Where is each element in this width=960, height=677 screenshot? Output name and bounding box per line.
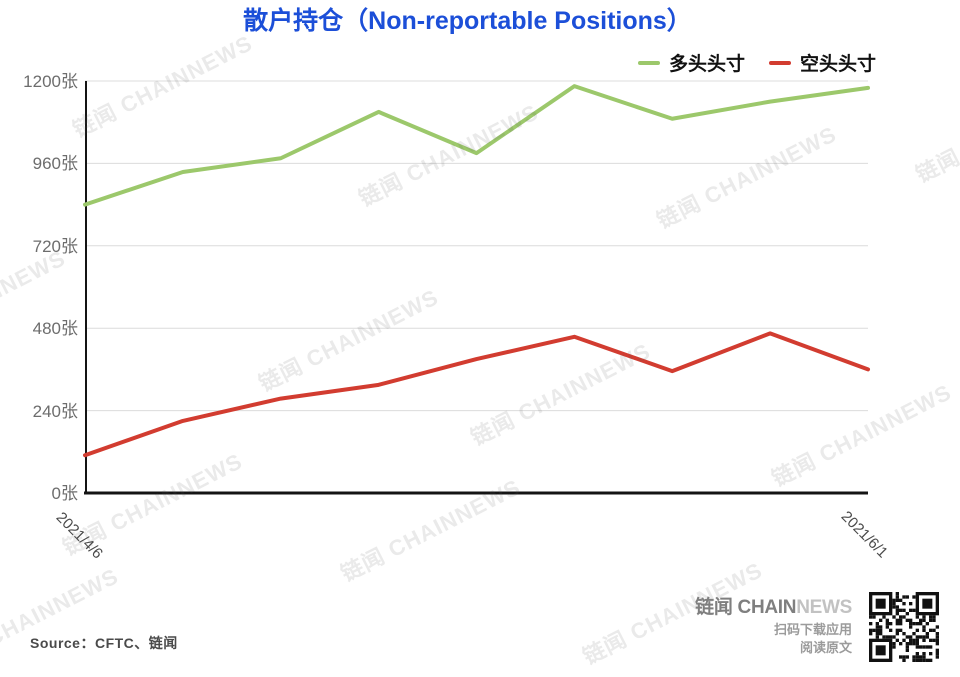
qr-code: [869, 592, 939, 662]
legend-dash-icon: [637, 60, 660, 65]
y-tick-label: 720张: [32, 236, 78, 256]
series-short-line: [83, 331, 870, 458]
series-long-line: [83, 84, 870, 207]
y-tick-label: 480张: [32, 319, 78, 339]
brand-logo: 链闻 CHAINNEWS: [695, 596, 852, 620]
y-tick-label: 960张: [32, 154, 78, 174]
brand-block: 链闻 CHAINNEWS 扫码下载应用 阅读原文: [695, 596, 852, 656]
brand-logo-bold: 链闻 CHAIN: [695, 597, 797, 618]
chart-title: 散户持仓（Non-reportable Positions）: [243, 7, 692, 35]
source-note: Source：CFTC、链闻: [30, 635, 178, 651]
brand-logo-light: NEWS: [796, 597, 852, 618]
legend-item-long[interactable]: 多头头寸: [637, 49, 745, 76]
line-chart: [83, 80, 870, 495]
legend-label: 多头头寸: [668, 54, 745, 75]
brand-subtitle-readmore: 阅读原文: [799, 640, 852, 655]
brand-subtitle-download: 扫码下载应用: [773, 622, 852, 637]
y-tick-label: 240张: [32, 401, 78, 421]
y-tick-label: 1200张: [23, 72, 78, 91]
legend: 多头头寸 空头头寸: [637, 49, 876, 76]
legend-dash-icon: [768, 60, 791, 65]
legend-label: 空头头寸: [799, 54, 876, 75]
legend-item-short[interactable]: 空头头寸: [768, 49, 876, 76]
y-tick-label: 0张: [51, 484, 78, 503]
